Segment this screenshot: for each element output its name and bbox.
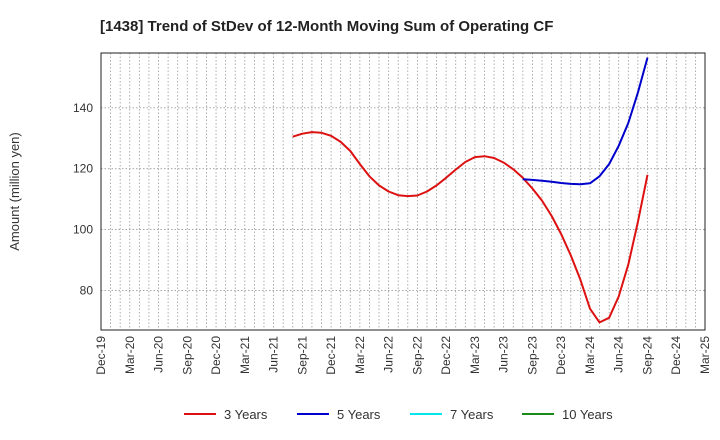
y-tick-labels: 80 100 120 140 — [73, 101, 93, 298]
x-tick-label: Jun-21 — [267, 336, 281, 373]
x-tick-label: Sep-21 — [295, 336, 309, 375]
series-lines — [292, 57, 649, 324]
x-tick-label: Sep-23 — [525, 336, 539, 375]
x-tick-labels: Dec-19 Mar-20 Jun-20 Sep-20 Dec-20 Mar-21 Jun-… — [94, 336, 712, 375]
x-tick-label: Mar-25 — [698, 336, 712, 374]
x-tick-label: Mar-21 — [238, 336, 252, 374]
x-tick-label: Sep-24 — [640, 336, 654, 375]
legend-label-3-years: 3 Years — [224, 407, 268, 422]
y-tick-label: 120 — [73, 162, 93, 176]
x-tick-label: Jun-23 — [497, 336, 511, 373]
x-tick-label: Jun-20 — [152, 336, 166, 373]
x-tick-label: Mar-24 — [583, 336, 597, 374]
x-tick-label: Dec-24 — [669, 336, 683, 375]
x-tick-label: Mar-20 — [123, 336, 137, 374]
x-tick-label: Dec-21 — [324, 336, 338, 375]
x-tick-label: Jun-24 — [612, 336, 626, 373]
legend: 3 Years 5 Years 7 Years 10 Years — [184, 407, 613, 422]
x-tick-label: Dec-19 — [94, 336, 108, 375]
x-tick-label: Mar-23 — [468, 336, 482, 374]
legend-label-10-years: 10 Years — [562, 407, 613, 422]
x-tick-label: Dec-20 — [209, 336, 223, 375]
y-tick-label: 100 — [73, 223, 93, 237]
grid-lines — [101, 53, 705, 330]
legend-label-5-years: 5 Years — [337, 407, 381, 422]
x-tick-label: Dec-23 — [554, 336, 568, 375]
chart-title: [1438] Trend of StDev of 12-Month Moving… — [100, 18, 553, 35]
x-tick-label: Sep-20 — [180, 336, 194, 375]
x-tick-label: Sep-22 — [410, 336, 424, 375]
y-tick-label: 80 — [80, 283, 94, 297]
y-axis-label: Amount (million yen) — [7, 132, 22, 251]
y-tick-label: 140 — [73, 101, 93, 115]
series-line-5-years — [522, 57, 649, 186]
series-line-3-years — [292, 131, 649, 324]
x-tick-label: Dec-22 — [439, 336, 453, 375]
x-tick-label: Jun-22 — [382, 336, 396, 373]
plot-frame — [100, 52, 706, 331]
legend-label-7-years: 7 Years — [450, 407, 494, 422]
x-tick-label: Mar-22 — [353, 336, 367, 374]
